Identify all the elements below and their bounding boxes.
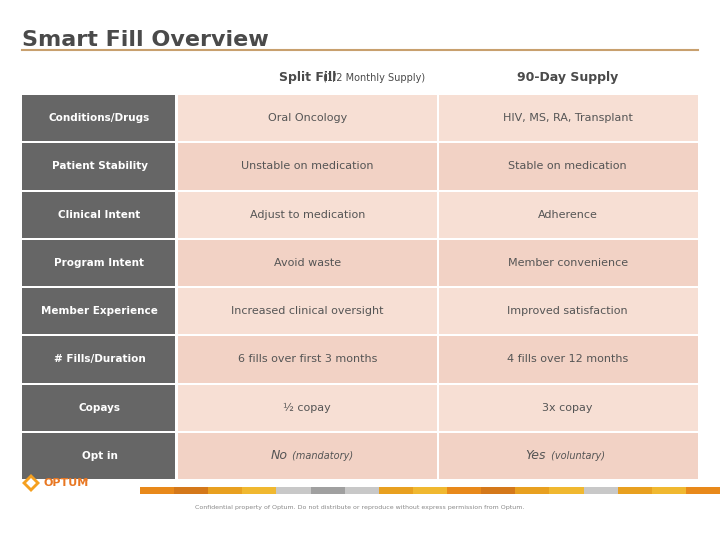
Bar [22,240,175,286]
Bar [174,487,209,494]
Bar [413,487,448,494]
Text: Member convenience: Member convenience [508,258,628,268]
Bar [22,288,175,334]
Bar [447,487,482,494]
Text: # Fills/Duration: # Fills/Duration [53,354,145,364]
Bar [618,487,652,494]
Text: No: No [270,449,287,462]
Bar [583,487,618,494]
Polygon shape [22,474,40,492]
Bar [686,487,720,494]
Bar [178,433,436,479]
Text: Smart Fill Overview: Smart Fill Overview [22,30,269,50]
Bar [22,433,175,479]
Bar [22,384,175,431]
Bar [438,240,698,286]
Bar [438,433,698,479]
Bar [178,336,436,382]
Bar [438,192,698,238]
Text: Yes: Yes [526,449,546,462]
Text: Split Fill: Split Fill [279,71,341,84]
Text: 90-Day Supply: 90-Day Supply [517,71,618,84]
Text: (voluntary): (voluntary) [548,451,605,461]
Text: Conditions/Drugs: Conditions/Drugs [49,113,150,123]
Bar [438,143,698,190]
Bar [178,95,436,141]
Bar [438,336,698,382]
Bar [310,487,345,494]
Text: Copays: Copays [78,403,120,413]
Text: (1/2 Monthly Supply): (1/2 Monthly Supply) [323,73,426,83]
Bar [140,487,175,494]
Bar [178,240,436,286]
Bar [178,192,436,238]
Bar [22,192,175,238]
Text: ½ copay: ½ copay [284,403,331,413]
Text: Increased clinical oversight: Increased clinical oversight [231,306,384,316]
Text: Stable on medication: Stable on medication [508,161,627,171]
Text: Avoid waste: Avoid waste [274,258,341,268]
Bar [652,487,686,494]
Bar [243,487,277,494]
Text: Confidential property of Optum. Do not distribute or reproduce without express p: Confidential property of Optum. Do not d… [195,505,525,510]
Text: 3x copay: 3x copay [542,403,593,413]
Bar [22,143,175,190]
Text: Improved satisfaction: Improved satisfaction [508,306,628,316]
Text: Patient Stability: Patient Stability [52,161,148,171]
Text: Oral Oncology: Oral Oncology [268,113,347,123]
Text: Member Experience: Member Experience [41,306,158,316]
Bar [549,487,584,494]
Bar [438,384,698,431]
Polygon shape [26,478,36,488]
Bar [516,487,550,494]
Text: Unstable on medication: Unstable on medication [241,161,374,171]
Bar [345,487,379,494]
Text: Program Intent: Program Intent [55,258,145,268]
Bar [438,95,698,141]
Text: Opt in: Opt in [81,451,117,461]
Text: 6 fills over first 3 months: 6 fills over first 3 months [238,354,377,364]
Bar [438,288,698,334]
Text: Adherence: Adherence [538,210,598,220]
Bar [178,288,436,334]
Bar [481,487,516,494]
Text: Adjust to medication: Adjust to medication [250,210,365,220]
Bar [178,143,436,190]
Text: OPTUM: OPTUM [44,478,89,488]
Text: ™: ™ [82,478,89,484]
Bar [178,384,436,431]
Bar [22,336,175,382]
Bar [276,487,311,494]
Text: (mandatory): (mandatory) [289,451,354,461]
Text: Clinical Intent: Clinical Intent [58,210,140,220]
Bar [208,487,243,494]
Bar [22,95,175,141]
Bar [379,487,413,494]
Text: HIV, MS, RA, Transplant: HIV, MS, RA, Transplant [503,113,633,123]
Text: 4 fills over 12 months: 4 fills over 12 months [507,354,629,364]
